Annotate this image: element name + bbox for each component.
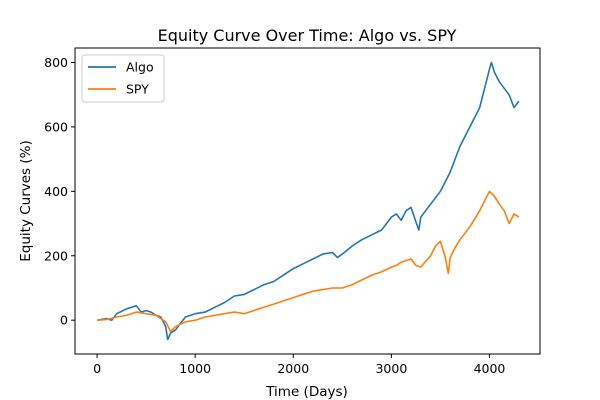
y-tick-label: 200 (44, 248, 68, 263)
legend: Algo SPY (81, 54, 165, 103)
series-layer (96, 61, 520, 341)
x-axis-ticks: 0 1000 2000 3000 4000 (93, 354, 505, 376)
x-tick-label: 1000 (179, 361, 211, 376)
x-tick-label: 3000 (375, 361, 407, 376)
legend-label-spy: SPY (126, 82, 149, 97)
y-tick-label: 800 (44, 55, 68, 70)
x-tick-label: 2000 (277, 361, 309, 376)
y-axis-ticks: 0 200 400 600 800 (44, 55, 75, 328)
y-tick-label: 600 (44, 119, 68, 134)
y-tick-label: 400 (44, 184, 68, 199)
legend-label-algo: Algo (126, 60, 154, 75)
x-tick-label: 0 (93, 361, 101, 376)
y-tick-label: 0 (60, 313, 68, 328)
x-tick-label: 4000 (474, 361, 506, 376)
plot-area: 0 1000 2000 3000 4000 0 200 400 600 800 (44, 47, 541, 376)
axes-frame (74, 47, 541, 355)
chart-title: Equity Curve Over Time: Algo vs. SPY (158, 26, 457, 45)
x-axis-label: Time (Days) (265, 384, 348, 400)
series-line-spy (97, 190, 520, 333)
y-axis-label: Equity Curves (%) (18, 140, 34, 262)
